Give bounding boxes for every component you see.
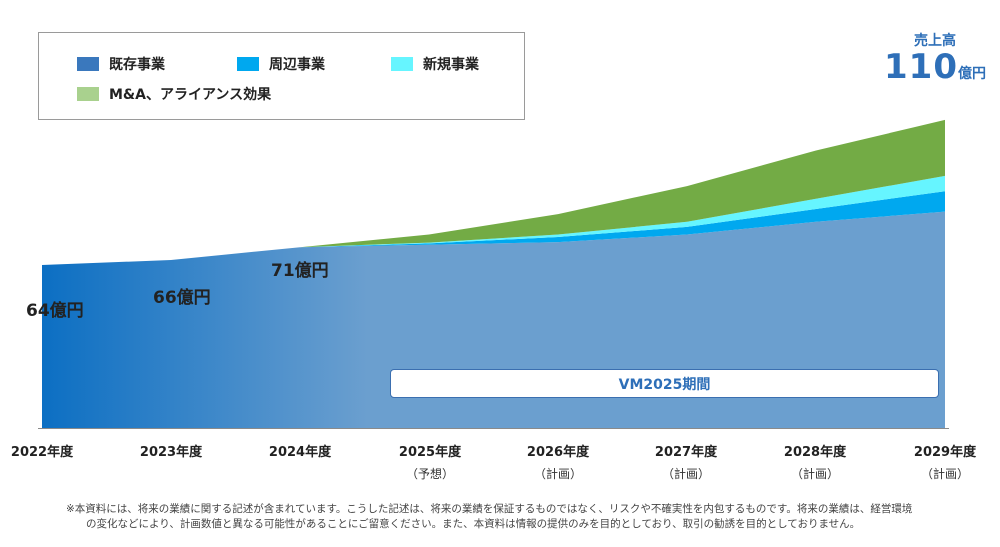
x-tick-1: 2023年度 xyxy=(111,441,231,460)
period-label: VM2025期間 xyxy=(618,376,711,393)
x-tick-6: 2028年度 （計画） xyxy=(755,441,875,482)
disclaimer-line-1: ※本資料には、将来の業績に関する記述が含まれています。こうした記述は、将来の業績… xyxy=(66,503,913,515)
x-tick-label: 2029年度 xyxy=(913,445,977,460)
legend-item-ma: M&A、アライアンス効果 xyxy=(77,84,271,104)
x-tick-label: 2027年度 xyxy=(654,445,718,460)
x-tick-0: 2022年度 xyxy=(0,441,102,460)
legend-label-ma: M&A、アライアンス効果 xyxy=(109,87,272,103)
value-label-2024: 71億円 xyxy=(271,261,329,281)
x-tick-7: 2029年度 （計画） xyxy=(885,441,1000,482)
x-tick-label: 2023年度 xyxy=(139,445,203,460)
value-label-2022: 64億円 xyxy=(26,301,84,321)
x-tick-label: 2026年度 xyxy=(526,445,590,460)
x-tick-5: 2027年度 （計画） xyxy=(626,441,746,482)
legend-swatch-new xyxy=(391,57,413,71)
x-tick-3: 2025年度 （予想） xyxy=(370,441,490,482)
x-tick-note: （計画） xyxy=(533,467,582,481)
legend-label-existing: 既存事業 xyxy=(109,57,165,73)
legend-item-existing: 既存事業 xyxy=(77,54,165,74)
x-tick-note: （予想） xyxy=(405,467,454,481)
disclaimer-line-2: の変化などにより、計画数値と異なる可能性があることにご留意ください。また、本資料… xyxy=(86,518,861,530)
legend-swatch-adjacent xyxy=(237,57,259,71)
x-tick-label: 2024年度 xyxy=(268,445,332,460)
disclaimer: ※本資料には、将来の業績に関する記述が含まれています。こうした記述は、将来の業績… xyxy=(66,502,966,532)
x-tick-note: （計画） xyxy=(661,467,710,481)
total-number: 110 xyxy=(884,47,958,87)
x-tick-label: 2025年度 xyxy=(398,445,462,460)
legend-item-adjacent: 周辺事業 xyxy=(237,54,325,74)
legend-label-adjacent: 周辺事業 xyxy=(269,57,325,73)
x-tick-note: （計画） xyxy=(790,467,839,481)
value-label-2023: 66億円 xyxy=(153,288,211,308)
legend: 既存事業 周辺事業 新規事業 M&A、アライアンス効果 xyxy=(38,32,525,120)
total-2029-callout: 売上高 110億円 xyxy=(884,30,986,84)
x-tick-note: （計画） xyxy=(920,467,969,481)
legend-swatch-ma xyxy=(77,87,99,101)
vm2025-period-box: VM2025期間 xyxy=(390,369,939,398)
total-caption: 売上高 xyxy=(914,33,956,49)
x-tick-4: 2026年度 （計画） xyxy=(498,441,618,482)
x-tick-2: 2024年度 xyxy=(240,441,360,460)
legend-item-new: 新規事業 xyxy=(391,54,479,74)
x-tick-label: 2022年度 xyxy=(10,445,74,460)
x-tick-label: 2028年度 xyxy=(783,445,847,460)
legend-label-new: 新規事業 xyxy=(423,57,479,73)
total-unit: 億円 xyxy=(958,66,986,82)
area-series-ma xyxy=(42,119,945,266)
legend-swatch-existing xyxy=(77,57,99,71)
